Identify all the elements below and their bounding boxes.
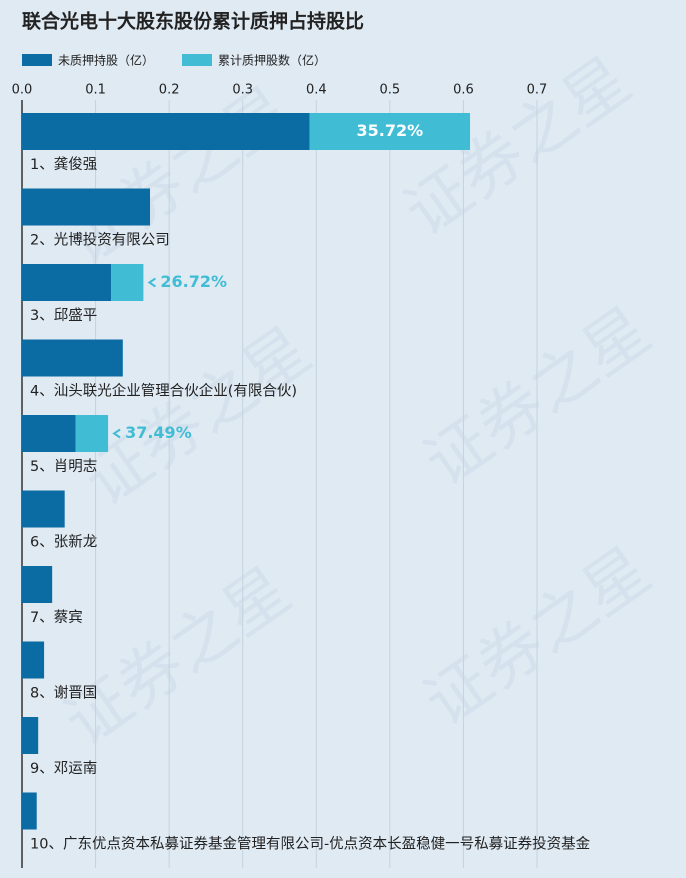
bar-segment: [75, 415, 109, 452]
x-tick-label: 0.5: [380, 83, 401, 98]
pledge-ratio-label: 26.72%: [160, 272, 227, 291]
bar-segment: [22, 490, 65, 528]
bar-segment: [22, 113, 310, 150]
legend-swatch: [22, 54, 52, 66]
x-tick-label: 0.1: [85, 83, 106, 98]
pledge-ratio-label: 35.72%: [357, 121, 424, 140]
bar-segment: [22, 641, 45, 679]
category-label: 2、光博投资有限公司: [30, 232, 170, 249]
x-tick-label: 0.2: [159, 83, 180, 98]
chart-title: 联合光电十大股东股份累计质押占持股比: [22, 10, 364, 33]
category-label: 8、谢晋国: [30, 685, 97, 702]
bar-segment: [22, 717, 39, 754]
category-label: 9、邓运南: [30, 760, 97, 777]
bar-segment: [22, 339, 123, 377]
x-tick-label: 0.6: [453, 83, 474, 98]
category-label: 1、龚俊强: [30, 156, 97, 173]
category-label: 6、张新龙: [30, 534, 97, 551]
legend-swatch: [182, 54, 212, 66]
category-label: 7、蔡宾: [30, 609, 83, 626]
bar-segment: [22, 415, 76, 452]
pointer-arrow: [112, 428, 121, 439]
category-label: 10、广东优点资本私募证券基金管理有限公司-优点资本长盈稳健一号私募证券投资基金: [30, 836, 591, 853]
bar-segment: [22, 188, 151, 226]
x-tick-label: 0.4: [306, 83, 327, 98]
bar-segment: [111, 264, 144, 301]
bar-segment: [22, 566, 53, 603]
pledge-ratio-label: 37.49%: [125, 423, 192, 442]
category-label: 4、汕头联光企业管理合伙企业(有限合伙): [30, 382, 297, 400]
bar-segment: [22, 264, 112, 301]
category-label: 5、肖明志: [30, 458, 97, 475]
x-tick-label: 0.3: [232, 83, 253, 98]
legend-label: 累计质押股数（亿）: [218, 53, 326, 68]
x-tick-label: 0.7: [527, 83, 548, 98]
pointer-arrow: [147, 277, 156, 288]
x-tick-label: 0.0: [12, 83, 33, 98]
bar-segment: [22, 792, 37, 830]
legend-label: 未质押持股（亿）: [58, 53, 154, 68]
bar-segment: [309, 113, 471, 150]
category-label: 3、邱盛平: [30, 307, 97, 324]
